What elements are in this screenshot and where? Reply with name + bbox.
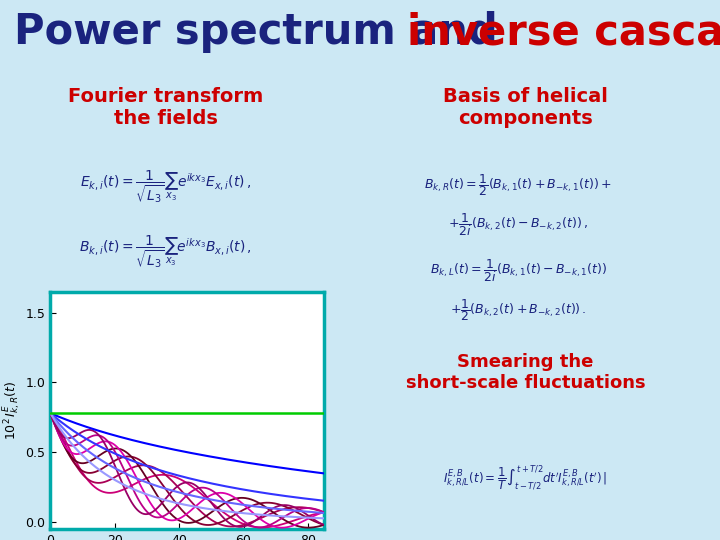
Text: Basis of helical
components: Basis of helical components: [444, 87, 608, 129]
Text: Power spectrum and: Power spectrum and: [14, 11, 513, 53]
Text: $B_{k,i}(t) = \dfrac{1}{\sqrt{L_3}} \sum_{x_3} e^{ikx_3} B_{x,i}(t)\,,$: $B_{k,i}(t) = \dfrac{1}{\sqrt{L_3}} \sum…: [79, 234, 252, 271]
Text: $B_{k,L}(t) = \dfrac{1}{2i}(B_{k,1}(t)-B_{-k,1}(t))$: $B_{k,L}(t) = \dfrac{1}{2i}(B_{k,1}(t)-B…: [430, 257, 607, 284]
Y-axis label: $10^2\, I^E_{k,R}(t)$: $10^2\, I^E_{k,R}(t)$: [1, 381, 23, 440]
Text: $+\dfrac{1}{2i}(B_{k,2}(t)-B_{-k,2}(t))\,,$: $+\dfrac{1}{2i}(B_{k,2}(t)-B_{-k,2}(t))\…: [448, 212, 588, 238]
Text: $I^{E,B}_{k,R/L}(t) = \dfrac{1}{T}\int_{t-T/2}^{t+T/2} dt^{\prime} I^{E,B}_{k,R/: $I^{E,B}_{k,R/L}(t) = \dfrac{1}{T}\int_{…: [444, 464, 608, 492]
Text: inverse cascade: inverse cascade: [407, 11, 720, 53]
Text: $+\dfrac{1}{2}(B_{k,2}(t)+B_{-k,2}(t))\,.$: $+\dfrac{1}{2}(B_{k,2}(t)+B_{-k,2}(t))\,…: [450, 297, 586, 323]
Text: Smearing the
short-scale fluctuations: Smearing the short-scale fluctuations: [406, 353, 645, 392]
Text: Fourier transform
the fields: Fourier transform the fields: [68, 87, 264, 129]
Text: $E_{k,i}(t) = \dfrac{1}{\sqrt{L_3}} \sum_{x_3} e^{ikx_3} E_{x,i}(t)\,,$: $E_{k,i}(t) = \dfrac{1}{\sqrt{L_3}} \sum…: [80, 169, 251, 206]
Text: $B_{k,R}(t) = \dfrac{1}{2}(B_{k,1}(t)+B_{-k,1}(t))+$: $B_{k,R}(t) = \dfrac{1}{2}(B_{k,1}(t)+B_…: [424, 172, 612, 198]
